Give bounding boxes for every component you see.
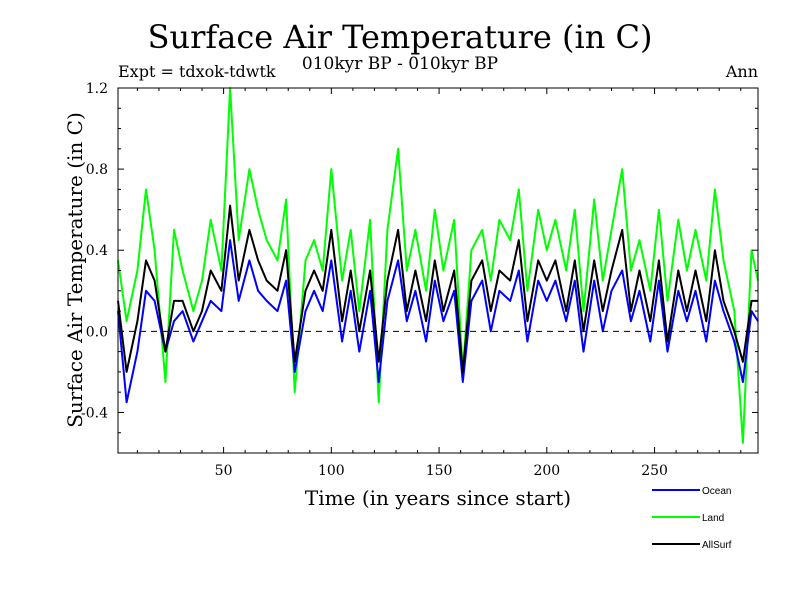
y-tick-label: 0.8 [86, 162, 108, 178]
series-layer [117, 87, 759, 444]
series-line-land [117, 87, 759, 444]
axis-layer: 50 100 150 200 250 -0.4 0.0 0.4 0.8 1.2 [81, 81, 759, 479]
x-tick-label: 100 [318, 463, 345, 479]
x-tick-label: 150 [426, 463, 453, 479]
legend: Ocean Land AllSurf [652, 486, 732, 551]
plot-frame [117, 87, 759, 454]
legend-label-allsurf: AllSurf [702, 540, 732, 551]
x-tick-label: 50 [215, 463, 233, 479]
chart-subtitle: 010kyr BP - 010kyr BP [301, 54, 499, 74]
y-tick-label: 0.4 [86, 243, 108, 259]
y-tick-label: 1.2 [86, 81, 108, 97]
series-line-allsurf [117, 204, 758, 373]
experiment-label: Expt = tdxok-tdwtk [118, 62, 276, 81]
legend-label-land: Land [702, 513, 724, 524]
y-tick-label: 0.0 [86, 324, 108, 340]
legend-label-ocean: Ocean [702, 486, 731, 497]
x-tick-label: 200 [533, 463, 560, 479]
season-label: Ann [725, 62, 758, 81]
x-axis-label: Time (in years since start) [304, 486, 572, 510]
chart-title: Surface Air Temperature (in C) [147, 18, 653, 56]
y-tick-label: -0.4 [81, 405, 108, 421]
series-line-ocean [117, 239, 759, 404]
x-tick-label: 250 [641, 463, 668, 479]
